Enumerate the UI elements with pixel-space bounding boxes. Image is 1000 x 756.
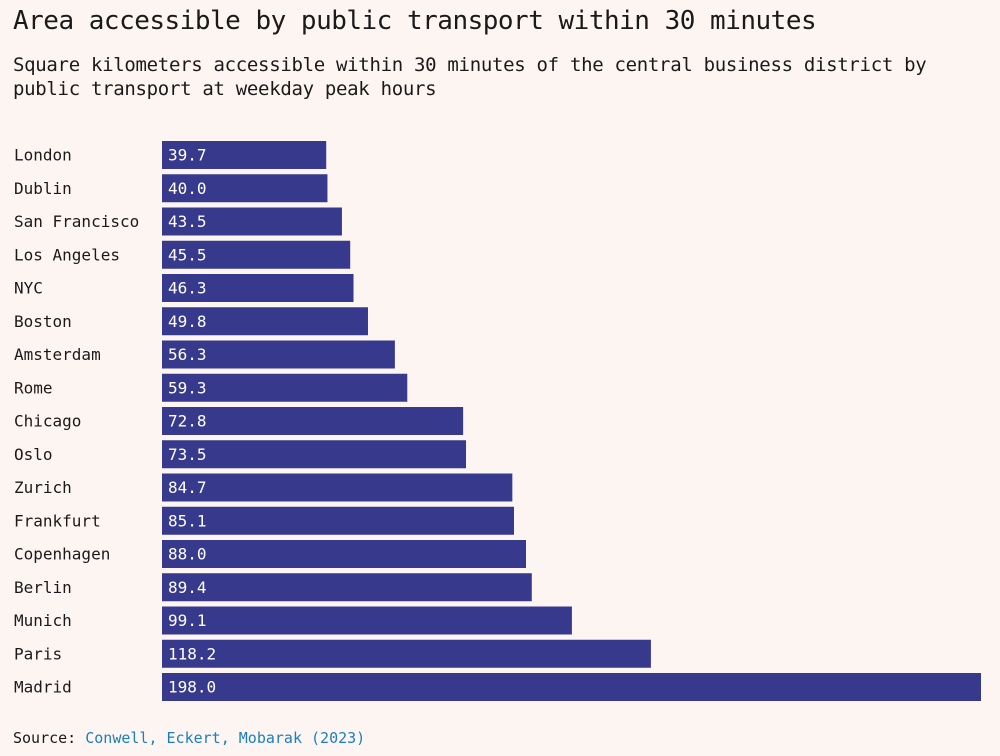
value-label-frankfurt: 85.1 [168,511,207,530]
category-label-oslo: Oslo [14,445,53,464]
bar-berlin [162,573,532,602]
category-label-nyc: NYC [14,279,43,298]
bar-amsterdam [162,340,395,369]
value-label-rome: 59.3 [168,378,207,397]
category-label-rome: Rome [14,378,53,397]
value-label-munich: 99.1 [168,611,207,630]
value-label-chicago: 72.8 [168,412,207,431]
source-link[interactable]: Conwell, Eckert, Mobarak (2023) [85,729,366,747]
bar-los-angeles [162,240,351,269]
bar-madrid [162,673,981,701]
source-label: Source: [13,729,77,747]
bar-rome [162,373,408,402]
value-label-nyc: 46.3 [168,279,207,298]
value-label-oslo: 73.5 [168,445,207,464]
bar-oslo [162,440,467,469]
category-label-zurich: Zurich [14,478,72,497]
bar-boston [162,307,368,336]
category-label-munich: Munich [14,611,72,630]
bar-munich [162,606,572,635]
category-label-paris: Paris [14,644,62,663]
value-label-madrid: 198.0 [168,678,216,697]
category-label-chicago: Chicago [14,412,81,431]
category-label-amsterdam: Amsterdam [14,345,101,364]
value-label-paris: 118.2 [168,644,216,663]
bar-copenhagen [162,540,526,568]
value-label-copenhagen: 88.0 [168,545,207,564]
bar-zurich [162,473,513,502]
bar-london [162,141,327,169]
value-label-los-angeles: 45.5 [168,245,207,264]
value-label-amsterdam: 56.3 [168,345,207,364]
value-label-san-francisco: 43.5 [168,212,207,231]
chart-title: Area accessible by public transport with… [13,6,817,36]
value-label-boston: 49.8 [168,312,207,331]
bar-dublin [162,174,328,203]
value-label-london: 39.7 [168,146,207,165]
category-label-boston: Boston [14,312,72,331]
bar-nyc [162,274,354,302]
category-label-london: London [14,146,72,165]
bar-san-francisco [162,207,342,236]
chart-subtitle: Square kilometers accessible within 30 m… [13,54,927,100]
category-label-dublin: Dublin [14,179,72,198]
category-label-copenhagen: Copenhagen [14,545,110,564]
category-label-madrid: Madrid [14,678,72,697]
value-label-dublin: 40.0 [168,179,207,198]
category-label-san-francisco: San Francisco [14,212,139,231]
category-label-berlin: Berlin [14,578,72,597]
source-note: Source: Conwell, Eckert, Mobarak (2023) [13,729,365,747]
value-label-berlin: 89.4 [168,578,207,597]
category-label-frankfurt: Frankfurt [14,511,101,530]
bar-paris [162,639,651,668]
bar-frankfurt [162,506,515,535]
category-label-los-angeles: Los Angeles [14,245,120,264]
value-label-zurich: 84.7 [168,478,207,497]
bar-chicago [162,407,464,435]
